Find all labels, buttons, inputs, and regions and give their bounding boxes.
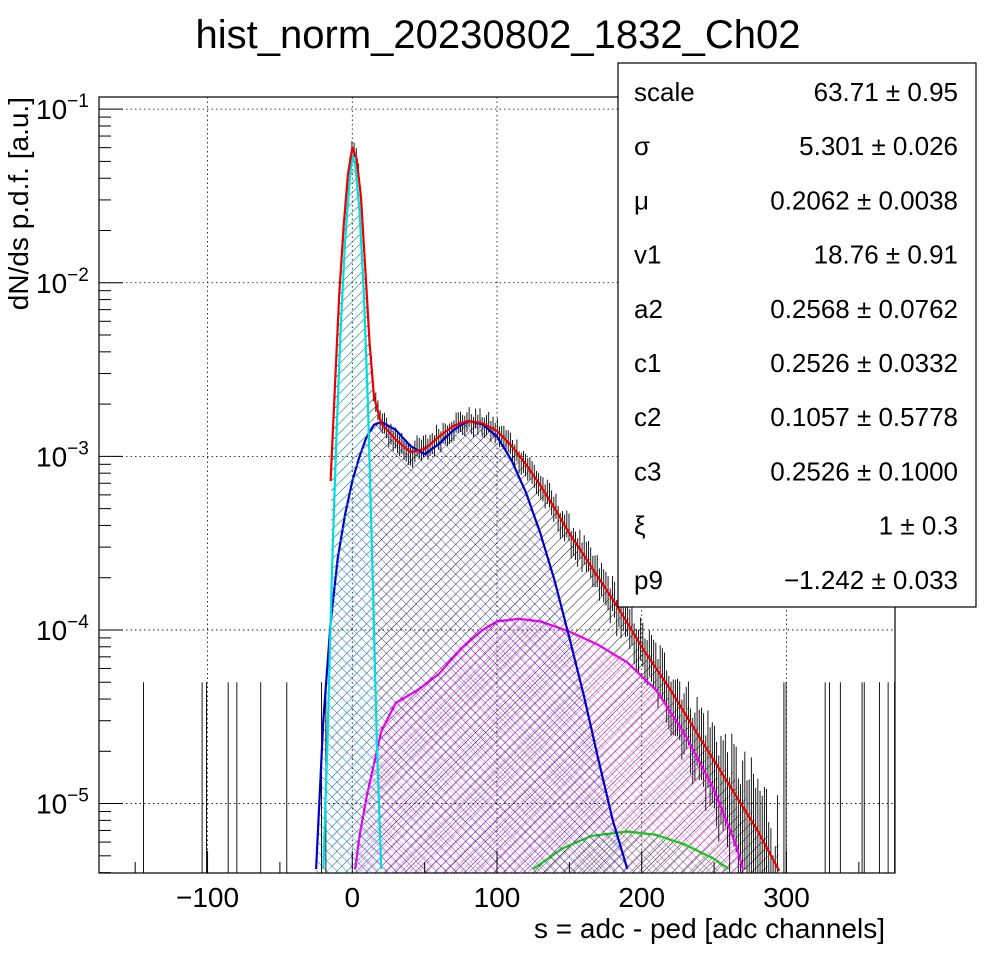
stats-param-value: −1.242 ± 0.033 [784,565,958,595]
axis-ticks [99,108,860,874]
stats-param-name: scale [634,77,695,107]
y-tick-label: 10−1 [36,91,89,125]
stats-param-name: p9 [634,565,663,595]
pedestal-component-curve-fill [323,154,382,873]
stats-param-value: 0.1057 ± 0.5778 [770,402,958,432]
x-tick-label: −100 [176,882,239,913]
stats-param-name: a2 [634,294,663,324]
x-tick-label: 0 [344,882,360,913]
stats-param-value: 18.76 ± 0.91 [814,240,958,270]
stats-param-name: c2 [634,402,661,432]
one-pe-component-curve-fill [316,420,628,873]
stats-param-name: c3 [634,456,661,486]
y-tick-labels: 10−1 10−2 10−3 10−4 10−5 [36,91,89,819]
stats-param-name: c1 [634,348,661,378]
stats-param-value: 5.301 ± 0.026 [799,131,958,161]
chart-title: hist_norm_20230802_1832_Ch02 [196,13,801,57]
stats-param-value: 0.2568 ± 0.0762 [770,294,958,324]
y-tick-label: 10−3 [36,438,89,472]
x-tick-label: 100 [474,882,521,913]
stats-box: scale 63.71 ± 0.95 σ 5.301 ± 0.026 μ 0.2062 ±… [617,62,977,608]
stats-param-name: μ [634,185,649,215]
y-tick-label: 10−4 [36,612,89,646]
y-axis-label: dN/ds p.d.f. [a.u.] [3,97,34,310]
stats-param-value: 0.2526 ± 0.1000 [770,456,958,486]
stats-param-name: ξ [634,511,646,541]
x-tick-label: 300 [763,882,810,913]
stats-param-value: 1 ± 0.3 [879,511,958,541]
fit-curves [315,146,781,873]
y-tick-label: 10−5 [36,786,89,820]
x-tick-label: 200 [618,882,665,913]
stats-param-value: 63.71 ± 0.95 [814,77,958,107]
y-tick-label: 10−2 [36,265,89,299]
stats-param-value: 0.2526 ± 0.0332 [770,348,958,378]
stats-param-name: v1 [634,240,661,270]
total-fit-curve [329,146,781,872]
stats-param-name: σ [634,131,650,161]
stats-param-value: 0.2062 ± 0.0038 [770,185,958,215]
x-tick-labels: −100 0 100 200 300 [176,882,810,913]
x-axis-label: s = adc - ped [adc channels] [534,913,885,944]
